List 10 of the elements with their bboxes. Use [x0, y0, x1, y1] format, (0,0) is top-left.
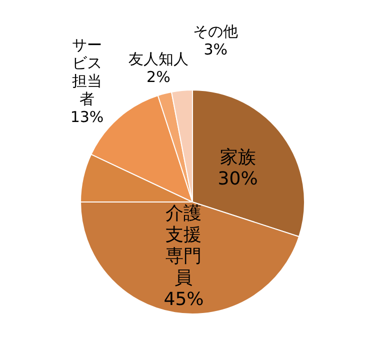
data-label: 45%: [164, 289, 204, 310]
data-label: 13%: [70, 108, 104, 126]
data-label: 2%: [146, 68, 170, 86]
slice-label: 家族: [220, 146, 256, 168]
slice-label: 友人知人: [128, 50, 188, 68]
slice-label: 介護支援専門員: [166, 202, 202, 289]
data-label: 3%: [204, 40, 228, 58]
slice-label: サービス担当者: [72, 36, 102, 108]
data-label: 30%: [218, 168, 258, 190]
slice-label: その他: [193, 22, 238, 40]
